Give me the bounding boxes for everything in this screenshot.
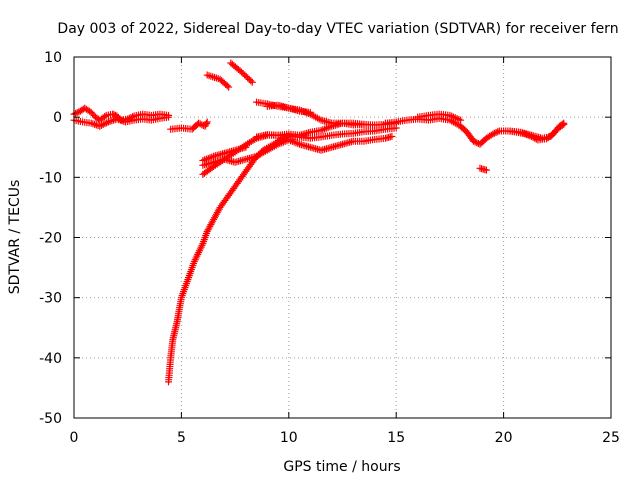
data-point [558,122,566,130]
data-point [196,120,204,128]
series-track-5 [227,59,256,86]
y-tick-label: -50 [39,411,62,427]
data-point [110,116,118,124]
series-track-9 [199,143,250,164]
data-point [202,119,210,127]
data-point [89,120,97,128]
data-point [209,73,217,81]
series-track-13 [381,114,568,148]
data-point [91,120,99,128]
data-point [207,72,215,80]
data-point [494,128,502,136]
data-point [242,143,250,151]
series-track-2 [70,113,173,130]
data-point [482,166,490,174]
y-tick-label: -10 [39,170,62,186]
data-marks [70,59,568,386]
data-point [118,117,126,125]
data-point [72,109,80,117]
data-point [457,116,465,124]
data-point [211,73,219,81]
data-point [489,130,497,138]
x-tick-label: 5 [177,430,186,446]
series-track-15 [506,120,568,142]
series-track-14 [414,110,465,124]
series-track-16 [476,164,490,174]
data-point [225,83,233,91]
data-point [471,138,479,146]
data-point [116,116,124,124]
data-point [101,113,109,121]
data-point [223,82,231,90]
y-tick-label: -20 [39,231,62,247]
x-tick-label: 20 [495,430,513,446]
data-point [490,129,498,137]
grid [74,57,611,418]
series-track-8 [199,132,396,169]
y-tick-label: -30 [39,291,62,307]
data-point [106,117,114,125]
data-point [360,120,368,128]
data-point [165,113,173,121]
data-point [492,129,500,137]
data-point [104,118,112,126]
series-track-6 [165,131,295,386]
x-tick-label: 15 [387,430,405,446]
x-tick-label: 10 [280,430,298,446]
data-point [103,119,111,127]
data-point [470,137,478,145]
data-point [113,115,121,123]
data-point [96,122,104,130]
data-point [560,120,568,128]
series-track-12 [263,101,368,129]
series-track-3 [167,118,211,133]
x-tick-label: 0 [70,430,79,446]
data-point [388,132,396,140]
y-tick-label: 10 [44,50,62,66]
data-point [203,71,211,79]
x-tick-label: 25 [602,430,620,446]
data-point [247,77,255,85]
data-point [205,72,213,80]
y-axis-label: SDTVAR / TECUs [7,180,23,295]
axis-ticks: 0 5 10 15 20 25 10 0 -10 -20 -30 -40 -50 [39,50,620,446]
data-point [195,119,203,127]
chart-title: Day 003 of 2022, Sidereal Day-to-day VTE… [57,21,618,37]
series-track-4 [203,71,233,91]
data-point [87,119,95,127]
data-point [108,117,116,125]
data-point [73,109,81,117]
data-point [99,121,107,129]
data-point [203,118,211,126]
y-tick-label: 0 [53,110,62,126]
data-point [101,120,109,128]
data-point [248,78,256,86]
y-tick-label: -40 [39,351,62,367]
data-point [97,121,105,129]
data-point [115,116,123,124]
x-axis-label: GPS time / hours [283,459,400,475]
